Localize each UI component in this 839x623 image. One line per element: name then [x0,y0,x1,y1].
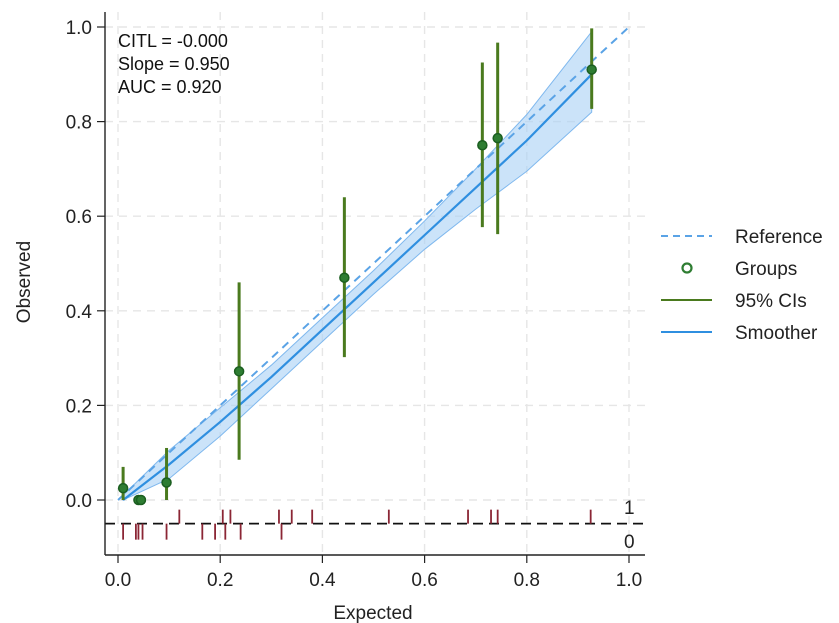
group-point [477,140,488,151]
confidence-band-area [122,30,593,501]
group-point [117,482,129,494]
stat-auc: AUC = 0.920 [118,77,222,97]
rug-label-0: 0 [624,532,635,553]
legend-swatch-groups [681,262,693,274]
x-tick-label: 0.4 [309,570,336,591]
x-tick-label: 0.6 [411,570,437,591]
legend-label-cis: 95% CIs [735,291,807,312]
confidence-band [122,30,593,501]
group-point [339,272,350,283]
group-point [492,132,503,144]
y-axis-title: Observed [14,241,35,323]
smoother-line [122,73,593,501]
y-tick-label: 1.0 [66,18,92,39]
y-tick-label: 0.4 [66,302,93,323]
legend-label-groups: Groups [735,259,797,280]
series-layer [117,26,630,506]
y-tick-label: 0.2 [66,396,92,417]
axes: 0.0 0.2 0.4 0.6 0.8 1.0 0.0 0.2 0.4 0.6 0.8 1.0 [66,12,645,591]
legend-label-reference: Reference [735,227,823,248]
group-point [233,366,245,377]
y-tick-label: 0.8 [66,113,92,134]
x-axis-title: Expected [333,603,412,623]
y-tick-label: 0.6 [66,207,92,228]
x-tick-label: 1.0 [616,570,642,591]
legend: Reference Groups 95% CIs Smoother [661,227,823,344]
stats-box: CITL = -0.000 Slope = 0.950 AUC = 0.920 [118,31,230,97]
stat-slope: Slope = 0.950 [118,54,230,74]
rug-plot [105,509,645,540]
group-point [161,477,172,488]
x-tick-label: 0.2 [207,570,233,591]
group-point [135,494,147,506]
rug-label-1: 1 [624,498,635,519]
group-point [586,64,597,75]
y-tick-label: 0.0 [66,491,92,512]
stat-citl: CITL = -0.000 [118,31,228,51]
x-tick-label: 0.8 [514,570,540,591]
x-tick-label: 0.0 [105,570,131,591]
legend-label-smoother: Smoother [735,323,818,344]
reference-line [117,26,630,501]
